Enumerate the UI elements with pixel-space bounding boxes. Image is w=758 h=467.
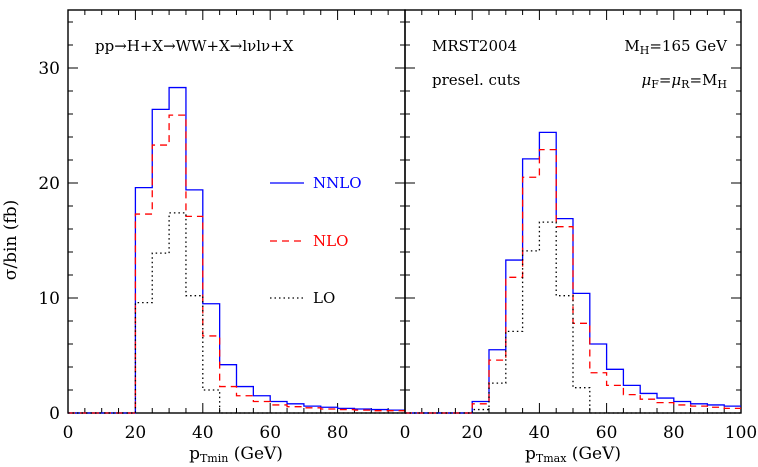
scale-annotation-part: R <box>681 78 690 91</box>
y-tick-label: 20 <box>38 174 60 194</box>
y-axis-label: σ/bin (fb) <box>1 200 21 280</box>
legend-label-nlo: NLO <box>313 232 348 250</box>
x-axis-label-right-unit: (GeV) <box>566 444 621 464</box>
legend-label-lo: LO <box>313 289 335 307</box>
y-tick-label: 0 <box>49 404 60 424</box>
higgs-mass-annotation: MH=165 GeV <box>624 37 728 57</box>
x-axis-label-left-main: p <box>189 444 200 464</box>
left-x-tick-label: 60 <box>259 423 281 443</box>
pdf-annotation: MRST2004 <box>432 37 517 55</box>
left-series-lo <box>68 212 405 414</box>
right-x-tick-label: 0 <box>400 423 411 443</box>
left-panel: 0 20 40 60 80 0 10 20 30 <box>38 9 406 443</box>
left-x-tick-label: 0 <box>63 423 74 443</box>
x-axis-label-right-main: p <box>525 444 536 464</box>
scale-annotation-part: =M <box>689 71 717 89</box>
right-panel: 0 20 40 60 80 100 <box>400 9 757 443</box>
left-plot-frame <box>67 9 406 414</box>
left-x-tick-label: 40 <box>192 423 214 443</box>
left-series-nlo <box>68 114 405 414</box>
process-annotation: pp→H+X→WW+X→lνlν+X <box>95 37 294 55</box>
scale-annotation-part: μ <box>641 71 651 89</box>
right-x-tick-label: 80 <box>663 423 685 443</box>
left-x-tick-label: 80 <box>327 423 349 443</box>
scale-annotation: μF=μR=MH <box>641 71 727 91</box>
x-axis-label-right: pTmax (GeV) <box>525 444 621 465</box>
y-tick-label: 10 <box>38 289 60 309</box>
left-x-tick-label: 20 <box>125 423 147 443</box>
right-x-tick-label: 20 <box>461 423 483 443</box>
scale-annotation-part: =μ <box>659 71 681 89</box>
x-axis-label-left-sub: Tmin <box>200 452 228 465</box>
x-axis-label-left-unit: (GeV) <box>228 444 283 464</box>
scale-annotation-part: F <box>651 78 659 91</box>
right-x-tick-label: 40 <box>529 423 551 443</box>
left-series-nnlo <box>68 86 405 414</box>
legend: NNLO NLO LO <box>270 174 362 307</box>
x-axis-label-right-sub: Tmax <box>536 452 567 465</box>
higgs-mass-sub: H <box>640 44 650 57</box>
cuts-annotation: presel. cuts <box>432 71 520 89</box>
x-axis-label-left: pTmin (GeV) <box>189 444 283 465</box>
higgs-mass-main: M <box>624 37 639 55</box>
right-x-tick-label: 60 <box>596 423 618 443</box>
right-x-tick-label: 100 <box>725 423 757 443</box>
legend-label-nnlo: NNLO <box>313 174 362 192</box>
right-series-nlo <box>405 149 741 414</box>
y-tick-label: 30 <box>38 59 60 79</box>
higgs-mass-rest: =165 GeV <box>649 37 728 55</box>
scale-annotation-part: H <box>717 78 727 91</box>
right-series-lo <box>405 221 741 414</box>
